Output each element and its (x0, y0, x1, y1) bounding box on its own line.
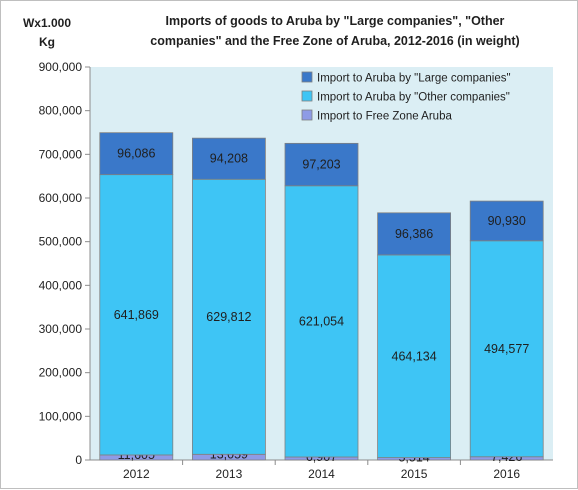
axes: 0 100,000 200,000 300,000 400,000 500,000 600,… (39, 60, 553, 481)
bar-segment (377, 212, 452, 256)
bars: 11,605641,86996,08613,059629,81294,2086,… (99, 132, 544, 465)
bar-segment (99, 132, 174, 176)
x-tick-label: 2013 (216, 467, 243, 481)
legend-label: Import to Aruba by "Other companies" (317, 92, 510, 104)
legend-label: Import to Free Zone Aruba (317, 111, 452, 123)
data-label: 96,086 (117, 147, 155, 161)
y-tick-label: 700,000 (39, 147, 83, 161)
y-tick-label: 400,000 (39, 278, 83, 292)
chart-title-line-2: companies" and the Free Zone of Aruba, 2… (150, 34, 519, 48)
y-tick-label: 800,000 (39, 104, 83, 118)
legend-swatch (301, 109, 313, 121)
data-label: 629,812 (206, 310, 251, 324)
data-label: 621,054 (299, 314, 344, 328)
data-label: 464,134 (392, 349, 437, 363)
x-tick-label: 2014 (308, 467, 335, 481)
bar-segment (469, 200, 544, 242)
chart-title-line-1: Imports of goods to Aruba by "Large comp… (166, 14, 505, 28)
bar-segment (191, 137, 266, 180)
data-label: 97,203 (302, 158, 340, 172)
data-label: 96,386 (395, 227, 433, 241)
legend-swatch (301, 71, 313, 83)
bar-segment (99, 174, 174, 456)
y-tick-label: 100,000 (39, 409, 83, 423)
data-label: 90,930 (488, 214, 526, 228)
x-tick-label: 2015 (401, 467, 428, 481)
data-label: 94,208 (210, 152, 248, 166)
bar-segment (284, 142, 359, 187)
bar-segment (469, 240, 544, 458)
y-tick-label: 900,000 (39, 60, 83, 74)
legend-swatch (301, 90, 313, 102)
x-tick-label: 2016 (493, 467, 520, 481)
bar-segment (284, 185, 359, 458)
x-tick-label: 2012 (123, 467, 150, 481)
bar-segment (191, 178, 266, 455)
unit-label-line-2: Kg (39, 35, 55, 49)
data-label: 494,577 (484, 342, 529, 356)
legend: Import to Aruba by "Large companies" Impo… (301, 71, 511, 123)
y-tick-label: 500,000 (39, 235, 83, 249)
y-tick-label: 200,000 (39, 366, 83, 380)
unit-label-line-1: Wx1.000 (23, 16, 71, 30)
y-tick-label: 600,000 (39, 191, 83, 205)
y-tick-label: 300,000 (39, 322, 83, 336)
bar-segment (377, 254, 452, 458)
data-label: 641,869 (114, 308, 159, 322)
legend-label: Import to Aruba by "Large companies" (317, 73, 511, 85)
y-tick-label: 0 (75, 453, 82, 467)
